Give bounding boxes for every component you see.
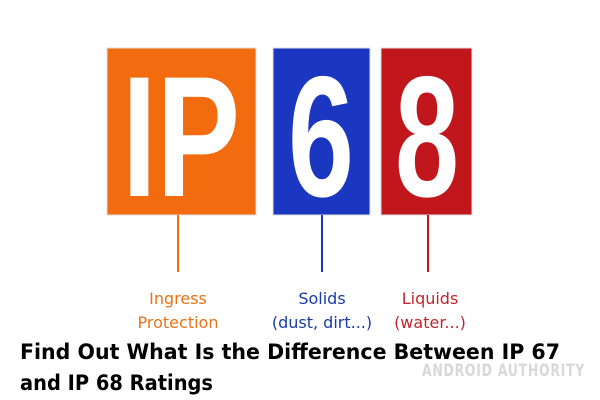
box-text: IP (122, 41, 240, 233)
ip-box (106, 47, 257, 216)
solids-box (272, 47, 371, 216)
liquids-box (380, 47, 473, 216)
watermark: ANDROID AUTHORITY (422, 361, 585, 381)
label: Protection (138, 313, 219, 332)
caption-line: Find Out What Is the Difference Between … (20, 340, 560, 364)
label: (water...) (394, 313, 466, 332)
label: Ingress (149, 289, 207, 308)
label: Liquids (402, 289, 459, 308)
label: Solids (298, 289, 345, 308)
box-text: 6 (288, 41, 354, 233)
label: (dust, dirt...) (272, 313, 372, 332)
caption-line: and IP 68 Ratings (20, 371, 213, 395)
box-text: 8 (395, 41, 459, 233)
